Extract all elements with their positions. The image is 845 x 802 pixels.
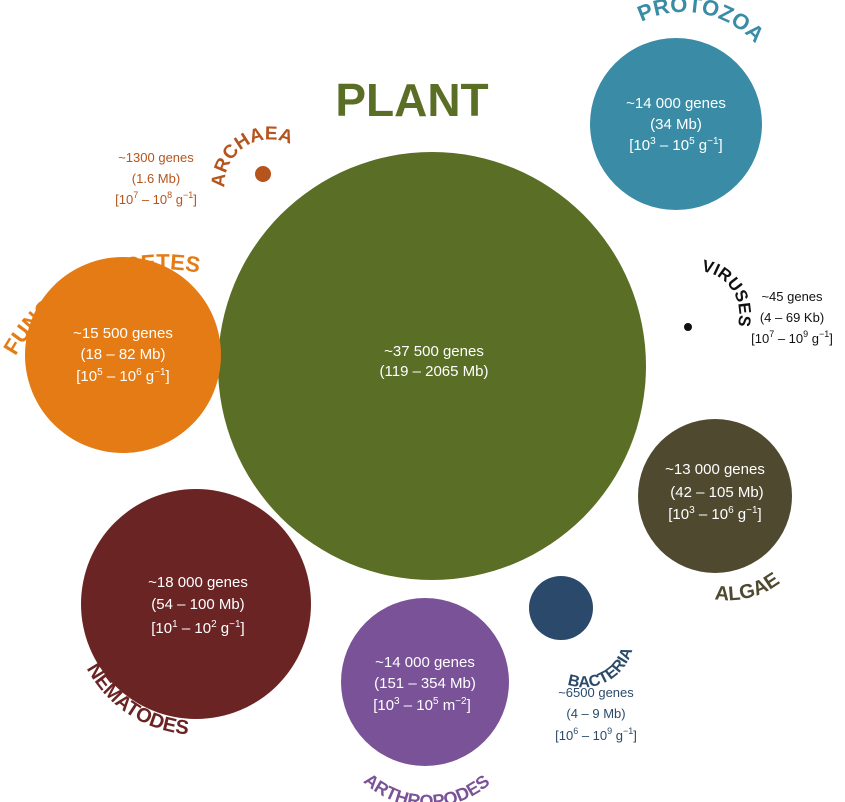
arthropodes-group: ARTHROPODES ~14 000 genes (151 – 354 Mb)… [341,598,509,802]
algae-genes: ~13 000 genes [665,461,765,478]
viruses-circle [684,323,692,331]
protozoa-genome-size: (34 Mb) [650,116,702,133]
algae-density: [103 – 106 g−1] [668,505,761,523]
plant-title: PLANT [335,74,488,126]
protozoa-group: PROTOZOA ~14 000 genes (34 Mb) [103 – 10… [590,0,769,210]
arthropodes-label: ARTHROPODES [360,769,493,802]
fungi-genome-size: (18 – 82 Mb) [80,346,165,363]
archaea-circle [255,166,271,182]
archaea-label: ARCHAEA [208,123,296,188]
viruses-density: [107 – 109 g−1] [751,329,833,346]
viruses-label: VIRUSES [700,256,754,328]
fungi-circle [25,257,221,453]
archaea-density: [107 – 108 g−1] [115,190,197,207]
plant-genome-size: (119 – 2065 Mb) [380,363,489,380]
viruses-genome-size: (4 – 69 Kb) [760,310,824,325]
algae-circle [638,419,792,573]
protozoa-genes: ~14 000 genes [626,95,726,112]
nematodes-density: [101 – 102 g−1] [151,619,244,637]
bacteria-genome-size: (4 – 9 Mb) [566,706,625,721]
archaea-genome-size: (1.6 Mb) [132,171,180,186]
arthropodes-genome-size: (151 – 354 Mb) [374,675,476,692]
fungi-group: FUNGI/OOMYCETES ~15 500 genes (18 – 82 M… [0,249,221,453]
bacteria-group: BACTERIA ~6500 genes (4 – 9 Mb) [106 – 1… [529,576,637,743]
nematodes-genes: ~18 000 genes [148,574,248,591]
protozoa-circle [590,38,762,210]
plant-genes: ~37 500 genes [384,343,484,360]
fungi-density: [105 – 106 g−1] [76,367,169,385]
arthropodes-density: [103 – 105 m−2] [373,696,471,714]
algae-group: ALGAE ~13 000 genes (42 – 105 Mb) [103 –… [638,419,792,606]
plant-circle [218,152,646,580]
bacteria-circle [529,576,593,640]
archaea-group: ARCHAEA ~1300 genes (1.6 Mb) [107 – 108 … [115,123,296,207]
bacteria-genes: ~6500 genes [558,685,634,700]
plant-group: PLANT ~37 500 genes (119 – 2065 Mb) [218,74,646,580]
nematodes-circle [81,489,311,719]
algae-label: ALGAE [714,569,783,606]
nematodes-genome-size: (54 – 100 Mb) [151,596,244,613]
algae-genome-size: (42 – 105 Mb) [670,484,763,501]
bacteria-density: [106 – 109 g−1] [555,726,637,743]
arthropodes-circle [341,598,509,766]
arthropodes-genes: ~14 000 genes [375,654,475,671]
nematodes-group: NEMATODES ~18 000 genes (54 – 100 Mb) [1… [81,489,311,739]
fungi-genes: ~15 500 genes [73,325,173,342]
archaea-genes: ~1300 genes [118,150,194,165]
viruses-genes: ~45 genes [761,289,823,304]
viruses-group: VIRUSES ~45 genes (4 – 69 Kb) [107 – 109… [684,256,833,346]
protozoa-density: [103 – 105 g−1] [629,136,722,154]
protozoa-label: PROTOZOA [634,0,769,47]
